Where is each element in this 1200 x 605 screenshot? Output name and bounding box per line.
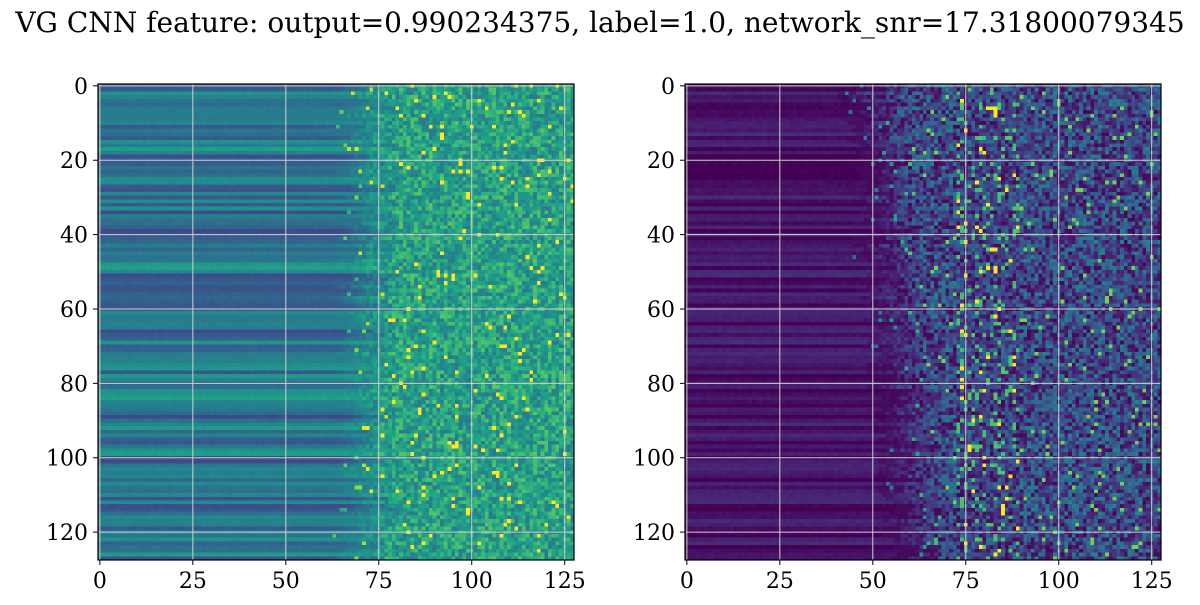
x-tick-label: 50: [859, 569, 887, 594]
y-tick-label: 20: [647, 149, 675, 174]
y-tick-label: 100: [633, 447, 675, 472]
heatmap-panel-1: 0 25 50 75 100 125 0 20 40 60 80 100 120: [46, 75, 586, 594]
x-tick-label: 100: [1038, 569, 1080, 594]
y-tick-label: 80: [60, 372, 88, 397]
y-tick-label: 80: [647, 372, 675, 397]
x-tick-label: 25: [179, 569, 207, 594]
x-tick-label: 75: [952, 569, 980, 594]
figure-title: VG CNN feature: output=0.990234375, labe…: [15, 6, 1185, 39]
x-tick-label: 125: [1131, 569, 1173, 594]
axes-frame: [97, 83, 575, 561]
x-tick-label: 100: [451, 569, 493, 594]
y-tick-label: 40: [647, 224, 675, 249]
y-tick-label: 100: [46, 447, 88, 472]
x-tick-label: 125: [544, 569, 586, 594]
y-tick-label: 120: [46, 521, 88, 546]
x-tick-label: 50: [272, 569, 300, 594]
heatmap-panel-2: 0 25 50 75 100 125 0 20 40 60 80 100 120: [633, 75, 1173, 594]
x-tick-label: 25: [766, 569, 794, 594]
y-tick-label: 120: [633, 521, 675, 546]
y-tick-label: 0: [661, 75, 675, 100]
x-tick-label: 75: [365, 569, 393, 594]
x-tick-label: 0: [680, 569, 694, 594]
x-tick-label: 0: [93, 569, 107, 594]
y-tick-label: 0: [74, 75, 88, 100]
heatmap-image-2: [685, 84, 1161, 560]
y-tick-label: 40: [60, 224, 88, 249]
axes-frame: [684, 83, 1162, 561]
heatmap-image-1: [98, 84, 574, 560]
y-tick-label: 20: [60, 149, 88, 174]
y-tick-label: 60: [60, 298, 88, 323]
y-tick-label: 60: [647, 298, 675, 323]
